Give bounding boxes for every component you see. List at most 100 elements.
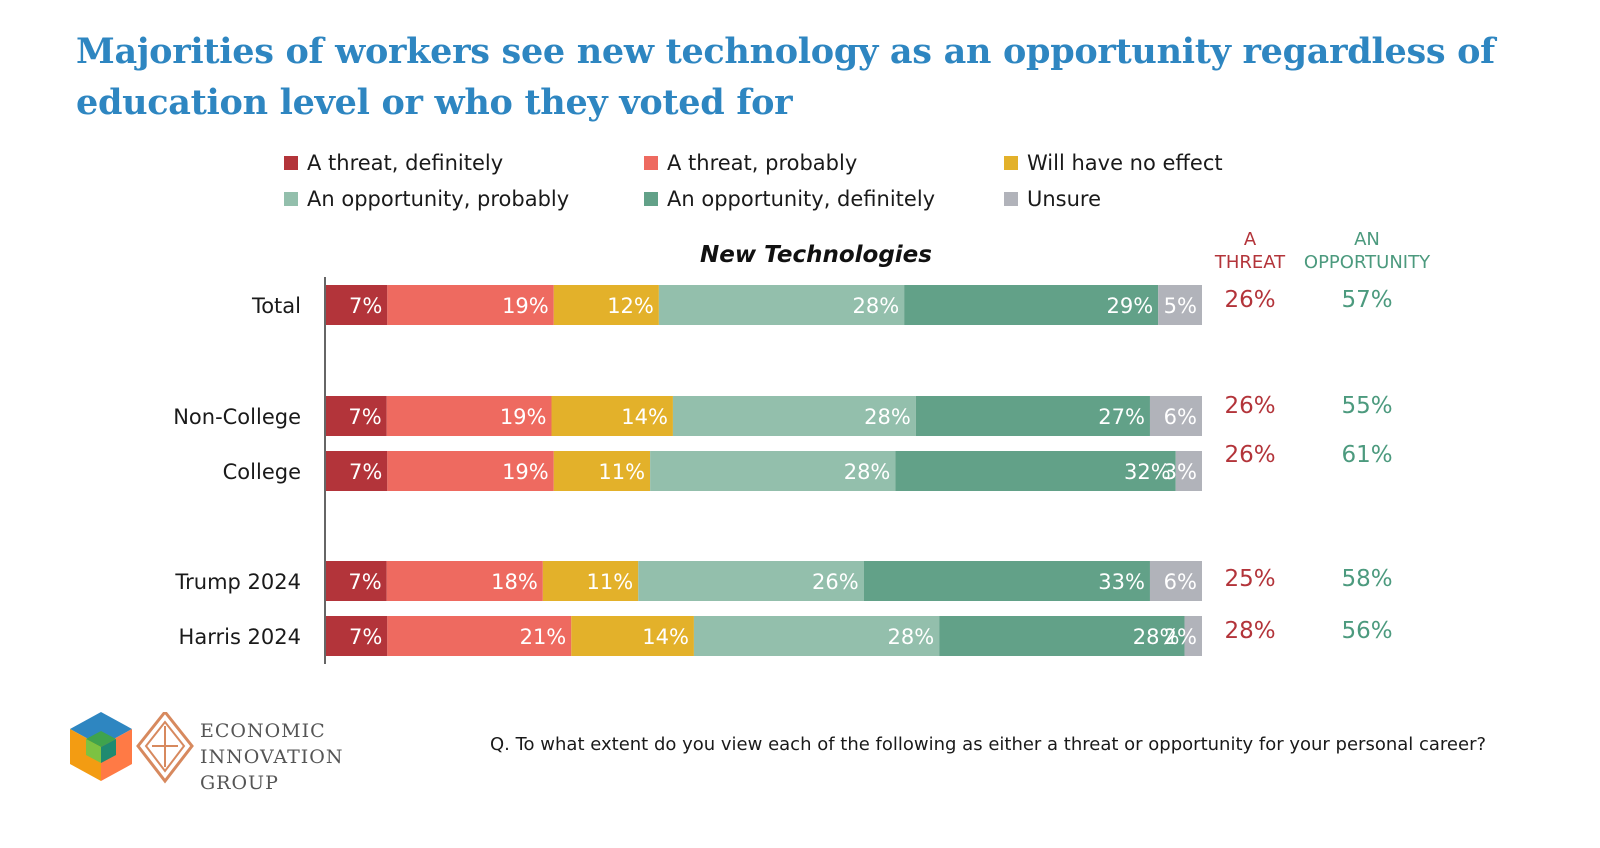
- summary-value: 61%: [1341, 442, 1392, 468]
- summary-value: 58%: [1341, 566, 1392, 592]
- data-label: 11%: [598, 460, 645, 484]
- bar-segment: [326, 285, 388, 325]
- data-label: 19%: [502, 460, 549, 484]
- legend-label: A threat, definitely: [307, 151, 504, 175]
- category-label: College: [223, 460, 301, 484]
- bar-segment: [571, 616, 694, 656]
- legend-swatch: [284, 192, 298, 206]
- data-label: 19%: [500, 405, 547, 429]
- bar-segment: [915, 396, 1150, 436]
- logo-line: INNOVATION: [200, 746, 344, 768]
- bar-segment: [638, 561, 864, 601]
- economic-innovation-group-logo-icon: [70, 712, 194, 784]
- summary-value: 26%: [1224, 393, 1275, 419]
- summary-value: 26%: [1224, 442, 1275, 468]
- summary-header: A: [1244, 229, 1257, 250]
- legend-swatch: [644, 192, 658, 206]
- category-label: Harris 2024: [179, 625, 301, 649]
- bar-segment: [387, 451, 554, 491]
- data-label: 6%: [1164, 405, 1197, 429]
- summary-header: AN: [1354, 229, 1380, 250]
- logo-line: ECONOMIC: [200, 720, 326, 742]
- bar-segment: [939, 616, 1185, 656]
- summary-value: 26%: [1224, 287, 1275, 313]
- summary-value: 55%: [1341, 393, 1392, 419]
- bar-segment: [387, 616, 572, 656]
- bar-segment: [542, 561, 639, 601]
- bar-segment: [1175, 451, 1202, 491]
- data-label: 12%: [607, 294, 654, 318]
- data-label: 27%: [1098, 405, 1145, 429]
- bar-segment: [387, 285, 554, 325]
- chart-subtitle: New Technologies: [700, 242, 932, 268]
- logo-wordmark: ECONOMIC INNOVATION GROUP: [200, 718, 344, 796]
- bar-segment: [553, 451, 651, 491]
- bar-segment: [386, 396, 552, 436]
- category-label: Non-College: [173, 405, 301, 429]
- data-label: 3%: [1164, 460, 1197, 484]
- legend-swatch: [284, 156, 298, 170]
- data-label: 6%: [1164, 570, 1197, 594]
- summary-value: 57%: [1341, 287, 1392, 313]
- bar-segment: [551, 396, 673, 436]
- legend: A threat, definitely A threat, probably …: [284, 148, 1284, 228]
- summary-header: OPPORTUNITY: [1304, 252, 1431, 273]
- bar-segment: [904, 285, 1159, 325]
- bar-segment: [693, 616, 940, 656]
- legend-item-opportunity-probably: An opportunity, probably: [284, 184, 569, 214]
- bar-segment: [326, 451, 388, 491]
- data-label: 19%: [502, 294, 549, 318]
- data-label: 7%: [349, 294, 382, 318]
- summary-value: 28%: [1224, 618, 1275, 644]
- data-label: 5%: [1164, 294, 1197, 318]
- logo-line: GROUP: [200, 772, 279, 794]
- summary-value: 56%: [1341, 618, 1392, 644]
- data-label: 11%: [587, 570, 634, 594]
- bar-segment: [1149, 396, 1202, 436]
- data-label: 7%: [349, 625, 382, 649]
- legend-label: Unsure: [1027, 187, 1102, 211]
- data-label: 28%: [888, 625, 935, 649]
- bar-segment: [326, 396, 387, 436]
- chart-title: Majorities of workers see new technology…: [76, 31, 1495, 123]
- data-label: 14%: [642, 625, 689, 649]
- summary-header: THREAT: [1214, 252, 1286, 273]
- legend-label: A threat, probably: [667, 151, 858, 175]
- legend-item-no-effect: Will have no effect: [1004, 148, 1223, 178]
- bar-segment: [386, 561, 543, 601]
- bar-segment: [658, 285, 905, 325]
- bar-segment: [326, 616, 388, 656]
- data-label: 32%: [1124, 460, 1171, 484]
- data-label: 28%: [852, 294, 899, 318]
- data-label: 26%: [812, 570, 859, 594]
- legend-item-unsure: Unsure: [1004, 184, 1101, 214]
- data-label: 28%: [844, 460, 891, 484]
- data-label: 29%: [1107, 294, 1154, 318]
- bar-segment: [895, 451, 1176, 491]
- data-label: 18%: [491, 570, 538, 594]
- legend-swatch: [644, 156, 658, 170]
- bar-segment: [1158, 285, 1202, 325]
- legend-swatch: [1004, 156, 1018, 170]
- legend-item-threat-probably: A threat, probably: [644, 148, 857, 178]
- data-label: 2%: [1164, 625, 1197, 649]
- legend-label: An opportunity, definitely: [667, 187, 936, 211]
- data-label: 28%: [1133, 625, 1180, 649]
- data-label: 21%: [520, 625, 567, 649]
- data-label: 14%: [621, 405, 668, 429]
- summary-value: 25%: [1224, 566, 1275, 592]
- legend-label: An opportunity, probably: [307, 187, 570, 211]
- data-label: 33%: [1098, 570, 1145, 594]
- category-label: Trump 2024: [174, 570, 301, 594]
- data-label: 7%: [348, 570, 381, 594]
- legend-item-threat-definitely: A threat, definitely: [284, 148, 503, 178]
- bar-segment: [326, 561, 387, 601]
- category-label: Total: [251, 294, 301, 318]
- survey-question: Q. To what extent do you view each of th…: [490, 734, 1487, 755]
- bar-segment: [672, 396, 916, 436]
- legend-label: Will have no effect: [1027, 151, 1223, 175]
- legend-item-opportunity-definitely: An opportunity, definitely: [644, 184, 935, 214]
- data-label: 28%: [864, 405, 911, 429]
- bar-segment: [863, 561, 1150, 601]
